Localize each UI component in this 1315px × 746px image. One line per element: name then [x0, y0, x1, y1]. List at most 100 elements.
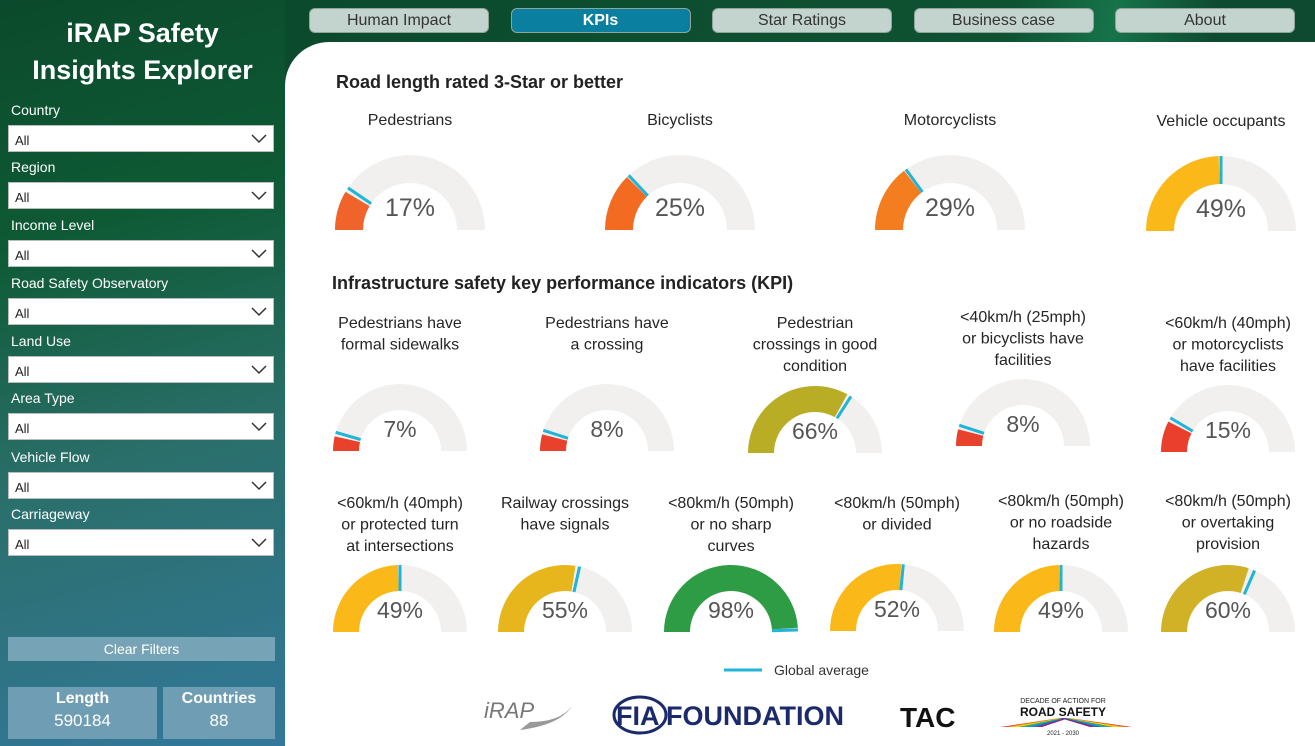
- gauge-value: 60%: [1205, 597, 1251, 623]
- gauge-label: <80km/h (50mph): [668, 495, 794, 512]
- gauge-fill: [335, 191, 370, 230]
- gauge-label: <60km/h (40mph): [337, 495, 463, 512]
- global-average-marker: [1169, 416, 1194, 433]
- filter-dropdown[interactable]: All: [8, 413, 274, 440]
- filter-dropdown[interactable]: All: [8, 356, 274, 383]
- global-average-marker: [1242, 569, 1256, 595]
- dropdown-value: All: [15, 133, 30, 148]
- card-value: 88: [209, 711, 229, 730]
- gauge-label: Railway crossings: [501, 495, 629, 512]
- gauge-value: 98%: [708, 597, 754, 623]
- dropdown-value: All: [15, 364, 30, 379]
- filter-dropdown[interactable]: All: [8, 298, 274, 325]
- filter-dropdown[interactable]: All: [8, 240, 274, 267]
- gauge-value: 8%: [590, 416, 623, 442]
- app-title: Insights Explorer: [32, 55, 253, 85]
- gauge-label: Bicyclists: [647, 112, 713, 129]
- filter-label: Land Use: [11, 333, 71, 349]
- logo-stripe: [1060, 718, 1096, 727]
- global-average-marker: [899, 564, 905, 591]
- gauge-fill: [1161, 565, 1249, 632]
- gauge-fill: [1146, 156, 1220, 231]
- clear-filters-button[interactable]: Clear Filters: [8, 637, 275, 661]
- card-label: Countries: [181, 690, 257, 707]
- gauge-label: formal sidewalks: [341, 337, 459, 354]
- gauge-fill: [875, 170, 922, 230]
- kpi-gauges: Road length rated 3-Star or better Infras…: [332, 72, 1296, 737]
- gauge-fill: [748, 386, 848, 453]
- gauge-label: Vehicle occupants: [1157, 113, 1286, 130]
- gauge-label: at intersections: [346, 538, 454, 555]
- gauge-value: 49%: [1196, 195, 1246, 223]
- gauge-track: [333, 384, 467, 451]
- gauge-label: have facilities: [1180, 358, 1276, 375]
- gauge-label: <40km/h (25mph): [960, 309, 1086, 326]
- sidebar: iRAP Safety Insights Explorer Country All…: [0, 0, 285, 746]
- gauge-fill: [664, 564, 798, 632]
- filter-label: Region: [11, 159, 56, 175]
- gauge-label: or overtaking: [1182, 515, 1275, 532]
- gauge-label: <60km/h (40mph): [1165, 315, 1291, 332]
- nav-tab[interactable]: About: [1115, 8, 1295, 33]
- chevron: [251, 422, 267, 432]
- logo-irap: iRAP: [484, 698, 534, 723]
- nav-tab[interactable]: Human Impact: [309, 8, 489, 33]
- gauge-fill: [956, 429, 984, 446]
- chevron: [251, 538, 267, 548]
- filter-dropdown[interactable]: All: [8, 472, 274, 499]
- gauge-track: [875, 155, 1025, 230]
- filter-label: Vehicle Flow: [11, 449, 90, 465]
- gauge-label: have signals: [521, 517, 610, 534]
- gauge-value: 55%: [542, 597, 588, 623]
- gauge-fill: [333, 436, 360, 451]
- app-title: iRAP Safety: [66, 18, 219, 48]
- filter-dropdown[interactable]: All: [8, 125, 274, 152]
- gauge-fill: [1161, 421, 1192, 452]
- filter-dropdown[interactable]: All: [8, 529, 274, 556]
- gauge-value: 7%: [383, 416, 416, 442]
- filter-dropdown[interactable]: All: [8, 182, 274, 209]
- gauge-label: <80km/h (50mph): [1165, 493, 1291, 510]
- dropdown-value: All: [15, 480, 30, 495]
- gauge-track: [1161, 385, 1295, 452]
- chevron: [251, 307, 267, 317]
- logo-years: 2021 - 2030: [1047, 731, 1080, 737]
- global-average-marker: [542, 428, 569, 440]
- gauge-track: [605, 155, 755, 230]
- nav-tab[interactable]: Business case: [913, 8, 1094, 33]
- gauge-value: 52%: [874, 596, 920, 622]
- nav-tab[interactable]: Star Ratings: [712, 8, 892, 33]
- gauge-label: condition: [783, 358, 847, 375]
- gauge-label: or motorcyclists: [1172, 337, 1283, 354]
- dropdown-value: All: [15, 306, 30, 321]
- card-label: Length: [55, 690, 110, 707]
- logo-irap-swoosh: [520, 706, 572, 730]
- gauge-fill: [333, 565, 399, 632]
- gauge-value: 25%: [655, 194, 705, 222]
- gauge-label: facilities: [995, 352, 1052, 369]
- legend-label: Global average: [774, 662, 869, 678]
- gauge-label: a crossing: [571, 337, 644, 354]
- filter-label: Area Type: [11, 390, 75, 406]
- global-average-marker: [771, 628, 799, 633]
- gauge-label: Motorcyclists: [904, 112, 996, 129]
- logo-stripe: [1036, 718, 1069, 727]
- gauge-label: or no roadside: [1010, 515, 1112, 532]
- length-card: Length 590184: [8, 687, 157, 739]
- gauge-label: Pedestrian: [777, 315, 854, 332]
- gauge-label: curves: [707, 538, 754, 555]
- logo-decade: DECADE OF ACTION FOR: [1020, 698, 1106, 705]
- nav-tab[interactable]: KPIs: [510, 8, 691, 33]
- gauge-value: 17%: [385, 194, 435, 222]
- chevron: [251, 481, 267, 491]
- logo-fia-badge: [612, 695, 668, 735]
- card-value: 590184: [54, 711, 111, 730]
- gauge-fill: [540, 434, 568, 451]
- gauge-fill: [498, 565, 576, 632]
- gauge-value: 49%: [377, 597, 423, 623]
- gauge-value: 15%: [1205, 417, 1251, 443]
- filter-label: Income Level: [11, 217, 95, 233]
- global-average-marker: [835, 395, 853, 420]
- filter-label: Road Safety Observatory: [11, 275, 169, 291]
- gauge-fill: [605, 176, 647, 230]
